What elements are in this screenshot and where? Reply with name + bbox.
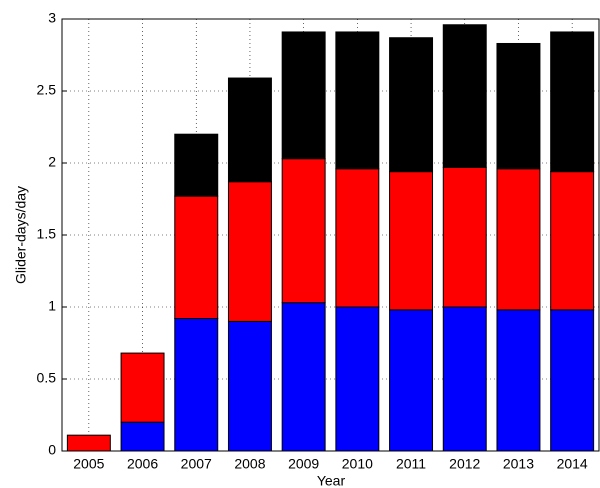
x-tick-label: 2013 [503,456,534,472]
y-tick-label: 1 [48,298,56,314]
x-axis-label: Year [317,473,346,488]
x-tick-label: 2008 [234,456,265,472]
bar-segment [174,318,219,452]
bar-segment [227,320,272,452]
x-tick-label: 2006 [127,456,158,472]
plot-frame [61,18,600,452]
bar-segment [389,37,434,173]
y-axis-label: Glider-days/day [13,186,29,284]
bar-segment [442,166,487,308]
x-tick-label: 2014 [557,456,588,472]
y-tick-label: 0.5 [37,370,57,386]
bar-segment [550,171,595,311]
bar-segment [281,302,326,452]
bar-segment [335,168,380,308]
bar-segment [227,181,272,322]
bar-segment [442,306,487,452]
bar-segment [227,77,272,183]
bar-segment [550,309,595,452]
x-tick-label: 2010 [342,456,373,472]
bar-segment [66,434,111,452]
bar-segment [281,31,326,160]
y-tick-label: 3 [48,10,56,26]
x-tick-label: 2011 [396,456,426,472]
bar-segment [335,31,380,170]
bar-segment [389,309,434,452]
bar-segment [496,309,541,452]
x-tick-label: 2009 [288,456,319,472]
bar-segment [120,352,165,423]
bar-segment [335,306,380,452]
bar-segment [550,31,595,173]
bar-segment [120,421,165,452]
bar-segment [442,24,487,168]
x-tick-label: 2007 [181,456,212,472]
bar-segment [174,195,219,320]
bar-segment [496,42,541,170]
bar-segment [389,171,434,311]
bar-segment [496,168,541,311]
y-tick-label: 0 [48,442,56,458]
x-tick-label: 2005 [73,456,104,472]
bar-segment [281,158,326,304]
y-tick-label: 2.5 [37,82,57,98]
x-tick-label: 2012 [449,456,480,472]
bar-segment [174,133,219,197]
y-tick-label: 1.5 [37,226,57,242]
y-tick-label: 2 [48,154,56,170]
